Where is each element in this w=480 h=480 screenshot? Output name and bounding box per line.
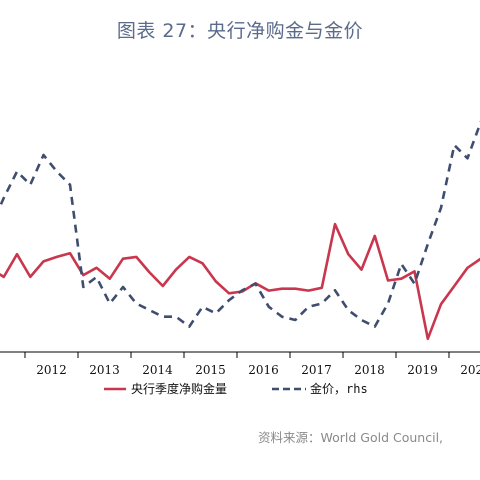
x-tick-label: 2017 [301,363,332,377]
source-note: 资料来源：World Gold Council, [258,430,444,445]
legend-label-purchases: 央行季度净购金量 [131,381,227,396]
x-tick-label: 2020 [460,363,480,377]
x-tick-label: 2018 [354,363,385,377]
x-tick-label: 2016 [248,363,279,377]
legend: 央行季度净购金量 金价，rhs [104,381,368,396]
chart-title: 图表 27：央行净购金与金价 [116,20,364,42]
x-tick-label: 2015 [195,363,226,377]
series-lines [0,120,480,341]
x-tick-label: 2014 [142,363,173,377]
x-axis-ticks: 2012 2013 2014 2015 2016 2017 2018 2019 2020 [24,352,480,377]
x-tick-label: 2012 [36,363,67,377]
series-line-purchases [0,222,480,341]
x-tick-label: 2013 [89,363,120,377]
series-line-gold-price [0,120,480,328]
legend-label-gold-price: 金价，rhs [310,381,368,396]
x-tick-label: 2019 [407,363,438,377]
